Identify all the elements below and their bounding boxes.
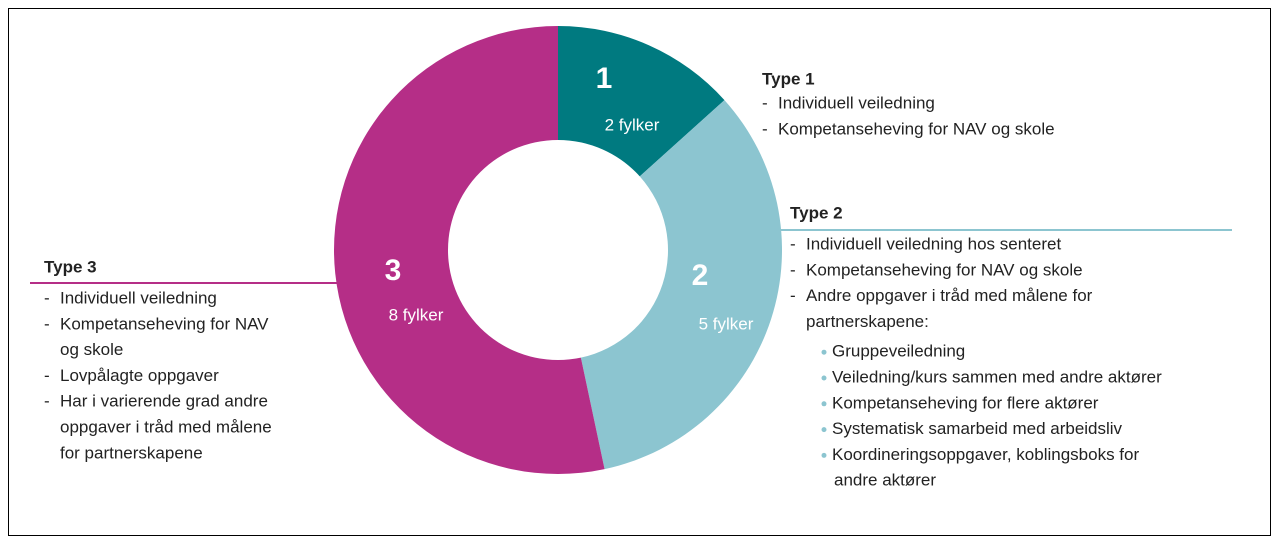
bullet-text: Kompetanseheving for NAV (60, 314, 269, 333)
sub-bullet-text: Kompetanseheving for flere aktører (832, 393, 1099, 412)
bullet-dash: - (790, 286, 796, 305)
bullet-text: Kompetanseheving for NAV og skole (806, 260, 1083, 279)
sub-bullet-text: andre aktører (834, 471, 936, 490)
bullet-dash: - (44, 392, 50, 411)
bullet-text: Har i varierende grad andre (60, 392, 268, 411)
donut-segment (334, 26, 605, 474)
segment-number: 2 (692, 259, 709, 292)
bullet-text: Andre oppgaver i tråd med målene for (806, 286, 1093, 305)
bullet-dash: - (762, 119, 768, 138)
segment-label: 8 fylker (389, 305, 444, 324)
bullet-text: og skole (60, 340, 123, 359)
type-title: Type 3 (44, 257, 97, 276)
sub-bullet-text: Systematisk samarbeid med arbeidsliv (832, 419, 1123, 438)
sub-bullet (821, 401, 827, 407)
frame (8, 8, 1271, 536)
bullet-dash: - (44, 314, 50, 333)
bullet-text: partnerskapene: (806, 312, 929, 331)
donut-segment (580, 100, 782, 470)
bullet-dash: - (790, 234, 796, 253)
bullet-dash: - (762, 93, 768, 112)
sub-bullet-text: Koordineringsoppgaver, koblingsboks for (832, 445, 1139, 464)
bullet-text: Individuell veiledning hos senteret (806, 234, 1061, 253)
bullet-text: Individuell veiledning (60, 288, 217, 307)
bullet-dash: - (790, 260, 796, 279)
sub-bullet-text: Veiledning/kurs sammen med andre aktører (832, 367, 1162, 386)
bullet-text: Lovpålagte oppgaver (60, 366, 219, 385)
type-title: Type 1 (762, 69, 815, 88)
bullet-text: oppgaver i tråd med målene (60, 417, 272, 436)
type-title: Type 2 (790, 203, 843, 222)
segment-number: 1 (596, 62, 613, 95)
segment-label: 5 fylker (699, 314, 754, 333)
bullet-dash: - (44, 366, 50, 385)
segment-label: 2 fylker (605, 115, 660, 134)
sub-bullet (821, 349, 827, 355)
segment-number: 3 (385, 254, 402, 287)
bullet-dash: - (44, 288, 50, 307)
bullet-text: Individuell veiledning (778, 93, 935, 112)
donut-segment (558, 26, 725, 177)
sub-bullet-text: Gruppeveiledning (832, 342, 965, 361)
sub-bullet (821, 375, 827, 381)
sub-bullet (821, 452, 827, 458)
sub-bullet (821, 427, 827, 433)
bullet-text: for partnerskapene (60, 443, 203, 462)
bullet-text: Kompetanseheving for NAV og skole (778, 119, 1055, 138)
